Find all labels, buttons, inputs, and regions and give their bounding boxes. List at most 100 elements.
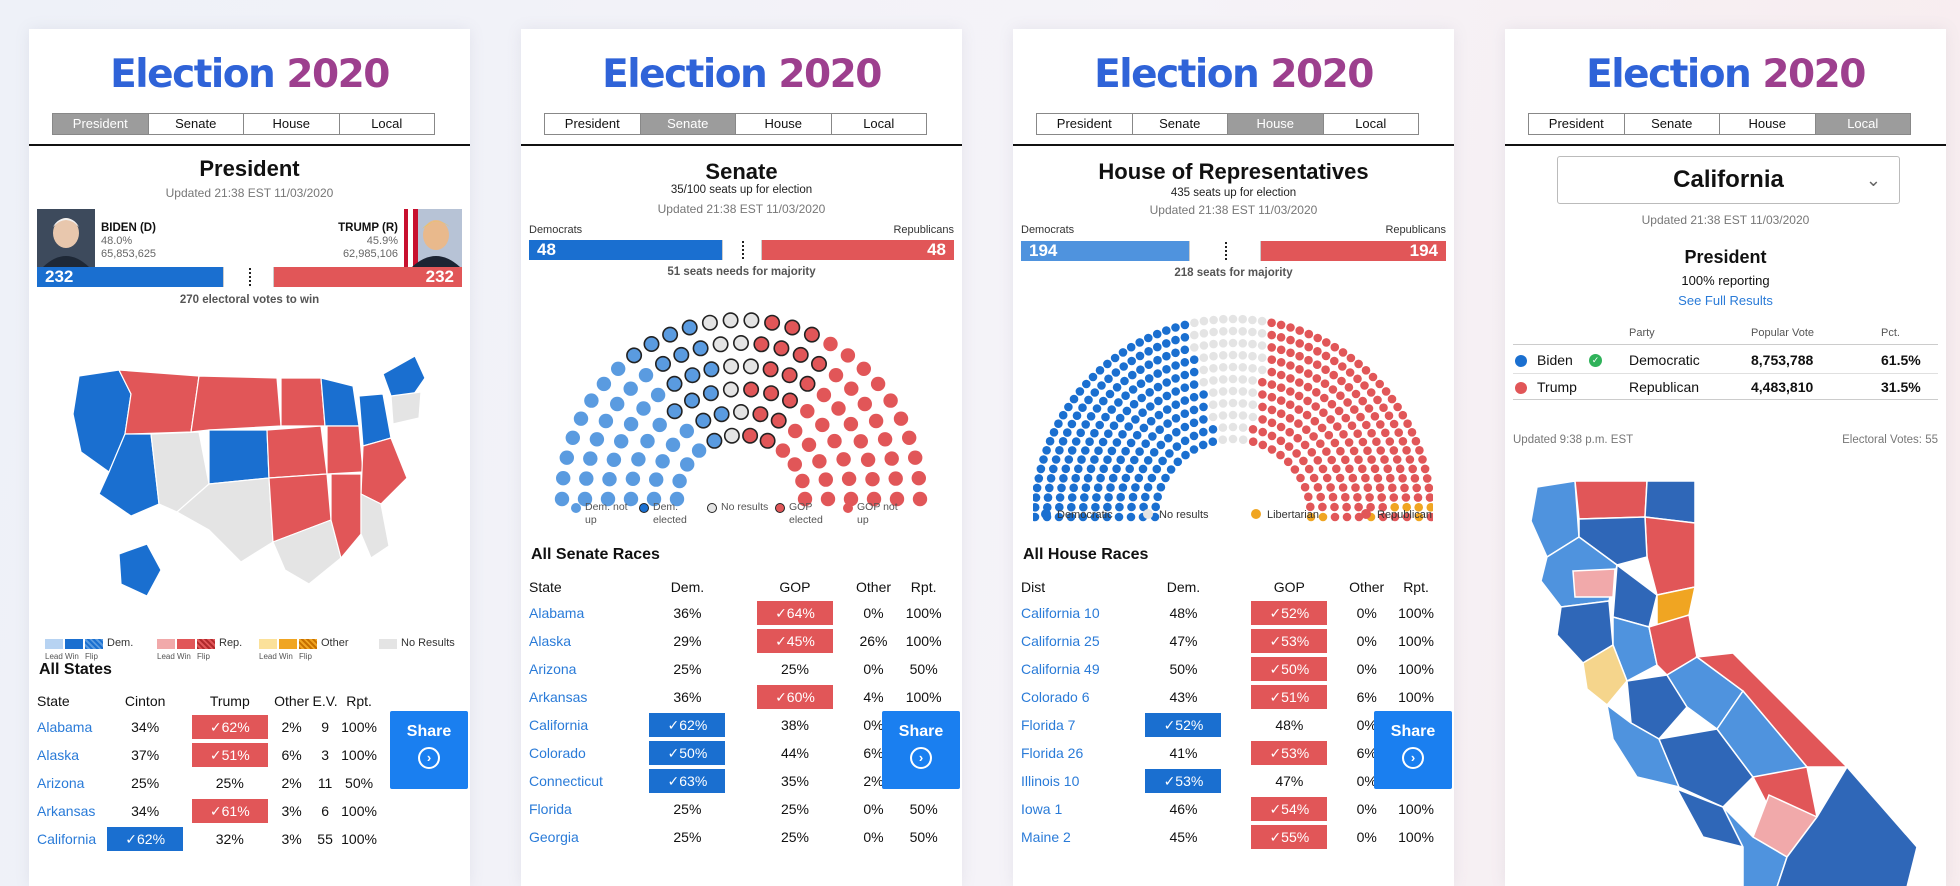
state-dropdown[interactable]: California ⌄	[1557, 156, 1900, 204]
seat-dot	[573, 411, 589, 426]
seat-dot	[763, 385, 780, 402]
tab-local[interactable]: Local	[1355, 116, 1387, 131]
state-link[interactable]: Florida 26	[1021, 745, 1084, 761]
state-link[interactable]: Illinois 10	[1021, 773, 1080, 789]
dem-seats: 194	[1021, 241, 1189, 261]
divider	[29, 144, 470, 146]
seat-dot	[764, 314, 781, 331]
seat-dot	[1363, 483, 1373, 492]
tab-local[interactable]: Local	[863, 116, 895, 131]
state-link[interactable]: Arizona	[37, 775, 85, 791]
state-link[interactable]: Connecticut	[529, 773, 603, 789]
seat-dot	[1090, 428, 1099, 438]
seat-dot	[650, 387, 666, 403]
state-link[interactable]: California	[529, 717, 589, 733]
seat-dot	[1171, 348, 1180, 358]
seat-dot	[1248, 339, 1257, 349]
state-link[interactable]: Arizona	[529, 661, 577, 677]
seat-dot	[1424, 483, 1433, 493]
seat-dot	[1129, 399, 1139, 409]
tab-senate[interactable]: Senate	[1133, 114, 1228, 134]
seat-dot	[1336, 446, 1345, 456]
state-link[interactable]: Colorado	[529, 745, 586, 761]
seat-dot	[1106, 483, 1115, 492]
dem-label: Democrats	[1021, 224, 1075, 236]
california-county-map	[1530, 480, 1918, 886]
state-link[interactable]: Georgia	[529, 829, 579, 845]
biden-info: BIDEN (D) 48.0% 65,853,625	[101, 222, 157, 260]
state-link[interactable]: Florida	[529, 801, 572, 817]
state-link[interactable]: California 49	[1021, 661, 1100, 677]
tab-senate[interactable]: Senate	[1625, 114, 1720, 134]
seat-dot	[1131, 415, 1140, 424]
seat-dot	[1116, 455, 1125, 465]
seat-dot	[1131, 483, 1140, 492]
seat-dot	[1365, 493, 1374, 502]
seat-dot	[1286, 335, 1295, 345]
divider	[521, 144, 962, 146]
state-link[interactable]: California	[37, 831, 97, 847]
seat-dot	[1092, 493, 1101, 502]
seat-dot	[1377, 493, 1386, 502]
seat-dot	[1108, 473, 1118, 483]
state-link[interactable]: California 10	[1021, 605, 1100, 621]
tab-local[interactable]: Local	[1815, 114, 1910, 134]
seat-dot	[1228, 422, 1238, 432]
state-link[interactable]: Alabama	[37, 719, 93, 735]
state-link[interactable]: Arkansas	[529, 689, 588, 705]
tab-senate[interactable]: Senate	[149, 114, 244, 134]
tab-house[interactable]: House	[1228, 114, 1324, 134]
seat-dot	[865, 472, 880, 487]
tab-house[interactable]: House	[244, 114, 340, 134]
seat-dot	[1293, 433, 1302, 443]
seat-dot	[1292, 449, 1301, 458]
seat-dot	[1078, 512, 1088, 522]
seat-dot	[1144, 333, 1153, 343]
seat-dot	[1059, 474, 1068, 483]
share-button[interactable]: Share ›	[1374, 711, 1452, 789]
state-link[interactable]: Florida 7	[1021, 717, 1076, 733]
rep-seats: 48	[762, 240, 954, 260]
seat-dot	[1046, 474, 1056, 483]
tab-president[interactable]: President	[545, 114, 641, 134]
rep-label: Republicans	[893, 224, 954, 236]
state-link[interactable]: Maine 2	[1021, 829, 1071, 845]
seat-dot	[1180, 409, 1190, 418]
seat-dot	[1115, 502, 1124, 512]
full-results-link[interactable]: See Full Results	[1678, 293, 1773, 308]
tab-local[interactable]: Local	[371, 116, 403, 131]
seat-dot	[1238, 351, 1248, 360]
state-link[interactable]: Alabama	[529, 605, 585, 621]
seat-dot	[1248, 315, 1257, 325]
state-link[interactable]: Arkansas	[37, 803, 96, 819]
seat-dot	[1077, 455, 1086, 464]
share-button[interactable]: Share ›	[390, 711, 468, 789]
seat-dot	[1190, 318, 1199, 328]
state-link[interactable]: California 25	[1021, 633, 1100, 649]
tab-house[interactable]: House	[1720, 114, 1816, 134]
seat-dot	[1316, 439, 1325, 448]
tab-president[interactable]: President	[53, 114, 149, 134]
seat-dot	[1128, 370, 1137, 380]
states-table: State Cinton Trump Other E.V. Rpt. Alaba…	[37, 689, 379, 855]
tab-president[interactable]: President	[1529, 114, 1625, 134]
seat-dot	[843, 416, 859, 432]
state-link[interactable]: Alaska	[37, 747, 80, 763]
state-link[interactable]: Alaska	[529, 633, 572, 649]
seat-dot	[742, 358, 759, 375]
seat-dot	[1286, 361, 1295, 370]
seat-dot	[1081, 420, 1090, 429]
seat-dot	[1199, 316, 1209, 326]
seat-dot	[860, 452, 876, 467]
table-row: Arkansas 34% ✓61% 3% 6 100%	[37, 799, 379, 823]
tab-senate[interactable]: Senate	[640, 114, 736, 134]
seat-dot	[1189, 405, 1199, 415]
seat-dot	[1079, 502, 1088, 512]
tab-president[interactable]: President	[1037, 114, 1133, 134]
tab-house[interactable]: House	[736, 114, 832, 134]
seat-dot	[1120, 376, 1129, 386]
state-link[interactable]: Colorado 6	[1021, 689, 1090, 705]
state-link[interactable]: Iowa 1	[1021, 801, 1063, 817]
seat-dot	[1180, 436, 1190, 446]
share-button[interactable]: Share ›	[882, 711, 960, 789]
